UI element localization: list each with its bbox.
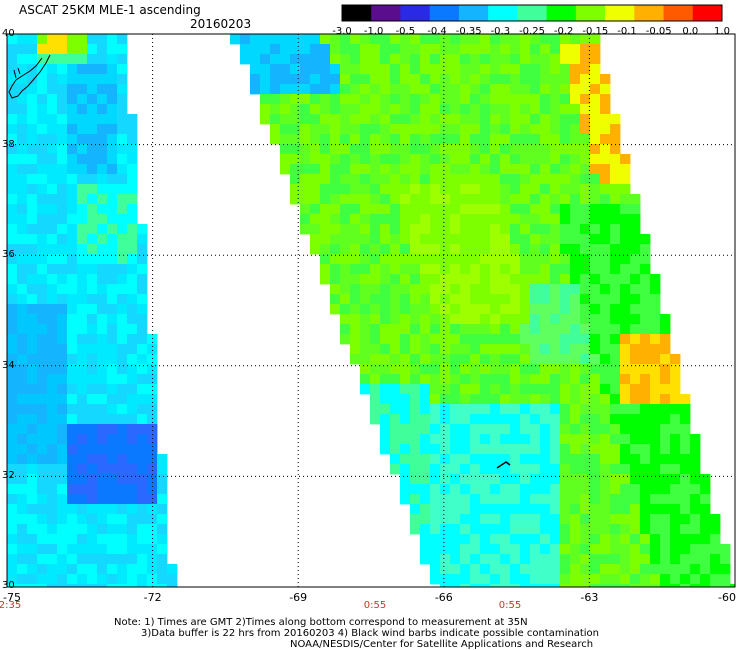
wind-barb	[496, 461, 511, 469]
colorbar-segment	[546, 5, 577, 21]
lon-label: -69	[289, 591, 308, 604]
lon-label: -63	[580, 591, 599, 604]
lon-label: -60	[718, 591, 736, 604]
chart-date: 20160203	[190, 17, 252, 31]
lat-label: 34	[2, 359, 15, 371]
chart-title: ASCAT 25KM MLE-1 ascending	[19, 3, 201, 17]
time-label: 0:55	[498, 600, 522, 611]
colorbar-segment	[634, 5, 665, 21]
colorbar-segment	[371, 5, 401, 21]
colorbar-label: -0.05	[645, 26, 672, 37]
colorbar-segment	[458, 5, 489, 21]
colorbar-segment	[692, 5, 723, 21]
colorbar-segment	[575, 5, 606, 21]
lon-label: -75	[3, 591, 21, 604]
colorbar-segment	[517, 5, 548, 21]
colorbar	[341, 4, 723, 22]
coastline	[13, 67, 21, 79]
colorbar-label: 1.0	[714, 26, 730, 37]
lon-label: -72	[143, 591, 162, 604]
footer-note-1: Note: 1) Times are GMT 2)Times along bot…	[114, 617, 528, 628]
data-swaths	[7, 34, 735, 587]
colorbar-label: -0.5	[395, 26, 416, 37]
time-label: 0:55	[363, 600, 387, 611]
colorbar-label: -0.1	[617, 26, 637, 37]
lat-label: 36	[2, 249, 15, 261]
colorbar-segment	[400, 5, 431, 21]
coastline	[8, 54, 51, 99]
footer-note-2: 3)Data buffer is 22 hrs from 20160203 4)…	[141, 628, 599, 639]
colorbar-label: -3.0	[332, 26, 352, 37]
colorbar-segment	[429, 5, 460, 21]
colorbar-segment	[488, 5, 518, 21]
colorbar-segment	[605, 5, 635, 21]
colorbar-label: -0.15	[582, 26, 609, 37]
colorbar-label: -0.3	[490, 26, 511, 37]
colorbar-label: -0.4	[427, 26, 447, 37]
colorbar-label: -0.2	[553, 26, 574, 37]
lat-label: 30	[2, 580, 15, 591]
time-label: 2:35	[0, 600, 22, 611]
lat-label: 38	[2, 138, 15, 150]
lat-label: 40	[2, 28, 15, 39]
lat-label: 32	[2, 470, 15, 482]
grid-lines	[7, 34, 735, 587]
lon-label: -66	[434, 591, 453, 604]
colorbar-segment	[342, 5, 372, 21]
colorbar-label: 0.0	[682, 26, 699, 37]
colorbar-label: -1.0	[363, 26, 384, 37]
plot-frame	[6, 33, 736, 588]
colorbar-label: -0.35	[455, 26, 482, 37]
colorbar-label: -0.25	[519, 26, 545, 37]
colorbar-segment	[663, 5, 694, 21]
footer-credit: NOAA/NESDIS/Center for Satellite Applica…	[290, 639, 594, 650]
